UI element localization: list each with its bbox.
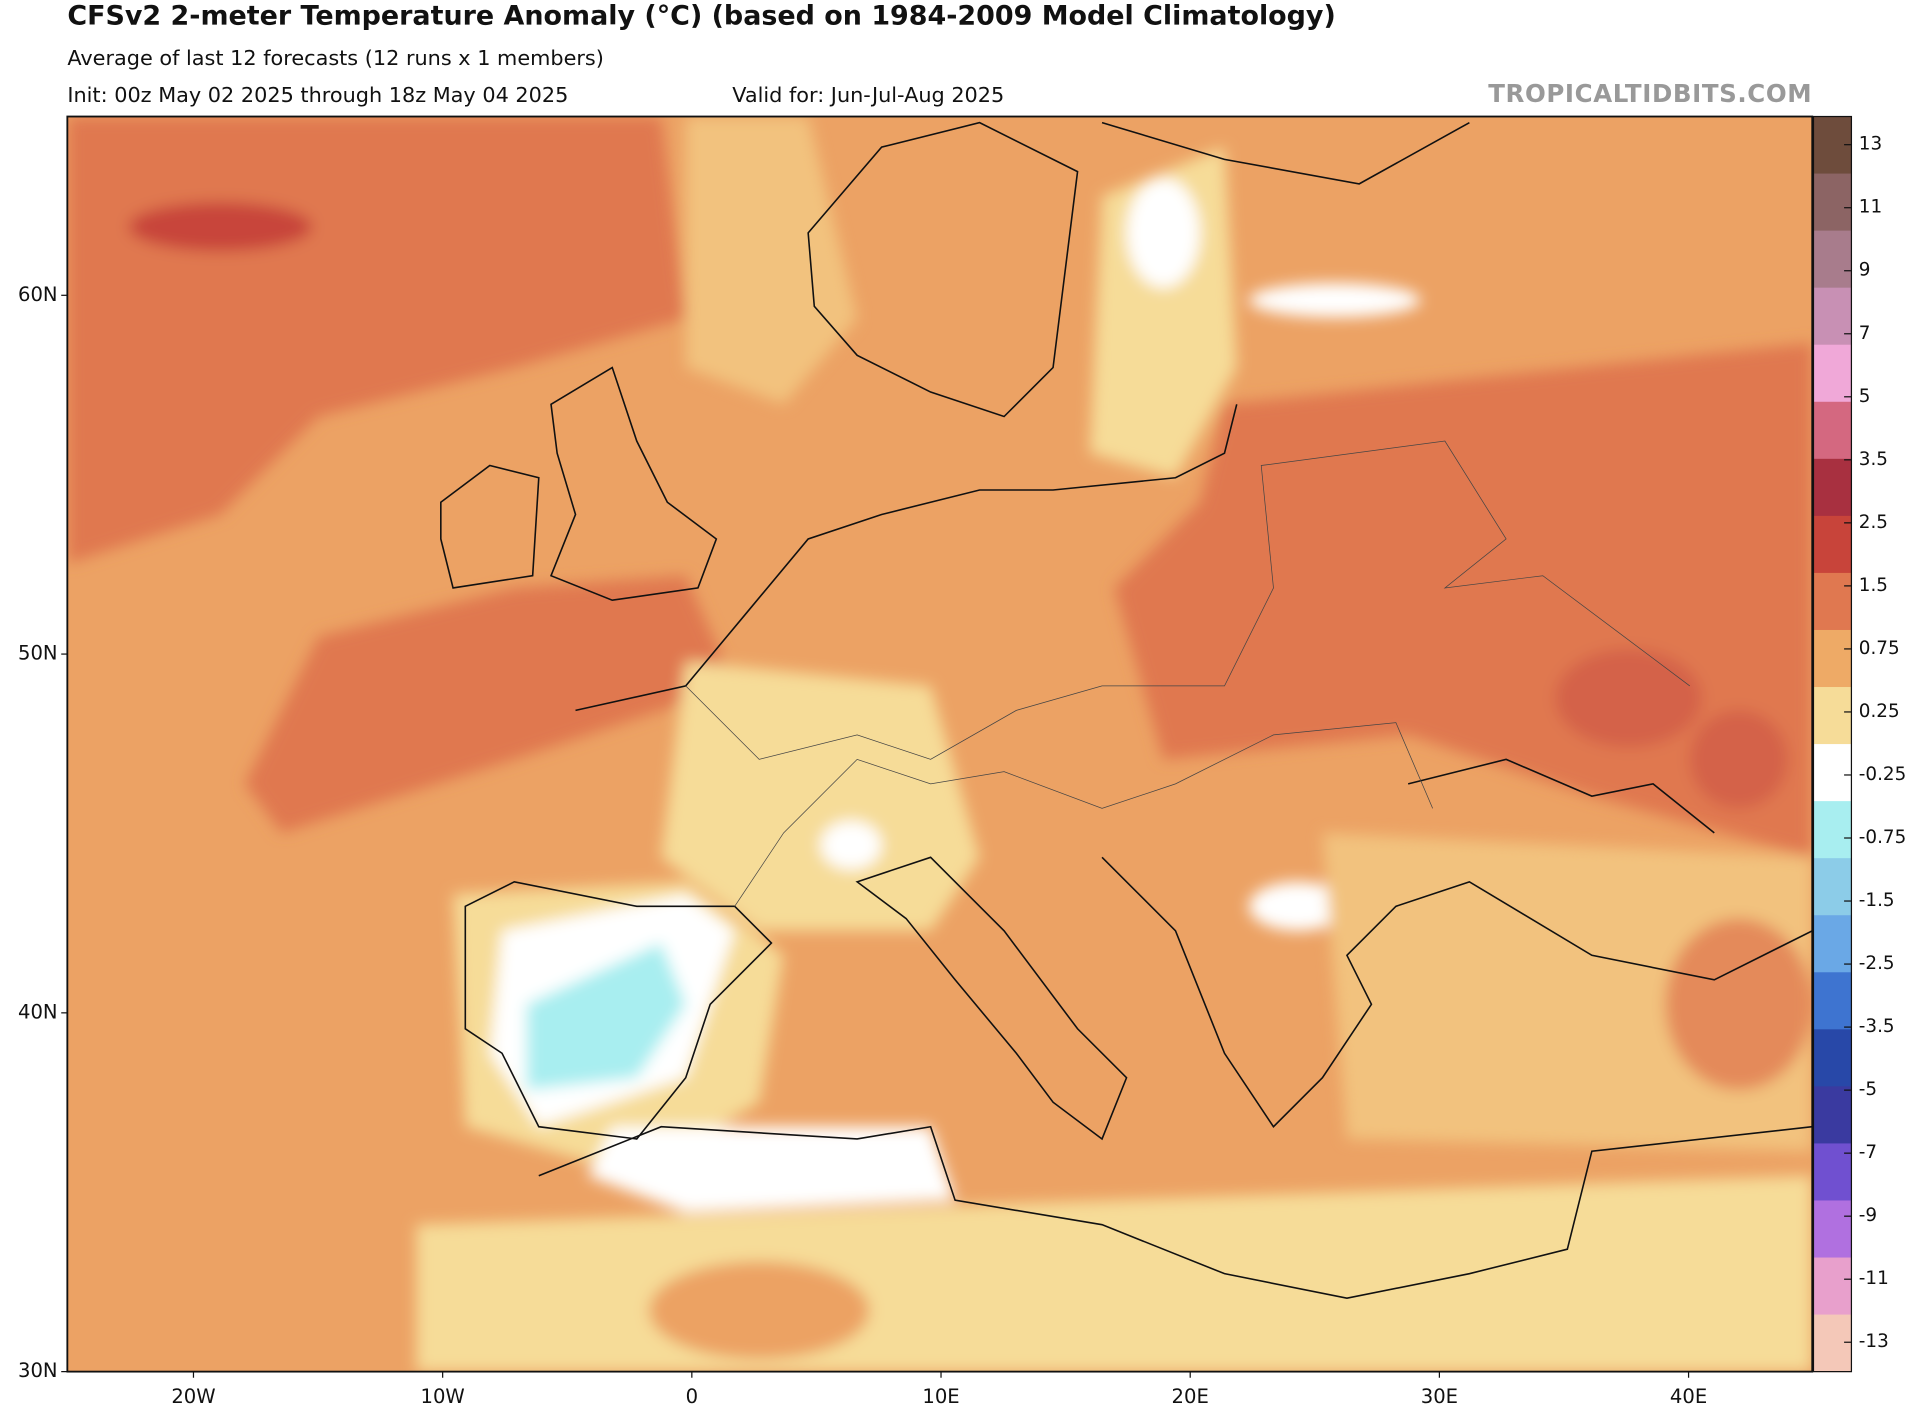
- colorbar-label: -0.25: [1859, 764, 1907, 785]
- colorbar-box: [1813, 344, 1852, 403]
- colorbar-label: 3.5: [1859, 449, 1888, 470]
- borders: [685, 440, 1691, 760]
- axes: 60N 50N 40N 30N 20W 10W 0 10E 20E 30E 40E: [18, 283, 1707, 1408]
- colorbar-box: [1813, 744, 1852, 802]
- colorbar-label: -3.5: [1859, 1016, 1895, 1037]
- colorbar-label: -1.5: [1859, 890, 1895, 911]
- colorbar-box: [1813, 687, 1852, 745]
- colorbar-label: -11: [1859, 1268, 1889, 1289]
- colorbar-label: 2.5: [1859, 512, 1888, 533]
- black-sea-north: [1407, 758, 1715, 834]
- title: CFSv2 2-meter Temperature Anomaly (°C) (…: [67, 1, 1335, 32]
- colorbar-box: [1813, 287, 1852, 346]
- colorbar-label: 0.25: [1859, 701, 1900, 722]
- colorbar-box: [1813, 915, 1852, 973]
- colorbar-box: [1813, 972, 1852, 1030]
- lat-label: 30N: [18, 1359, 58, 1382]
- watermark: TROPICALTIDBITS.COM: [1488, 79, 1812, 108]
- lon-label: 30E: [1421, 1385, 1458, 1408]
- lon-label: 10E: [922, 1385, 959, 1408]
- colorbar-box: [1813, 572, 1852, 631]
- colorbar-label: 13: [1859, 134, 1882, 155]
- colorbar-box: [1813, 458, 1852, 517]
- colorbar-box: [1813, 858, 1852, 916]
- colorbar-label: 9: [1859, 260, 1871, 281]
- colorbar-box: [1813, 173, 1852, 232]
- colorbar-box: [1813, 230, 1852, 289]
- lat-label: 60N: [18, 283, 58, 306]
- north-coast: [575, 404, 1238, 712]
- colorbar-label: 0.75: [1859, 638, 1900, 659]
- colorbar-box: [1813, 1029, 1852, 1087]
- colorbar-label: 11: [1859, 197, 1882, 218]
- colorbar-label: 7: [1859, 323, 1871, 344]
- anomaly-field: [67, 116, 1813, 1372]
- scandinavia: [807, 121, 1079, 418]
- lon-label: 40E: [1670, 1385, 1707, 1408]
- lon-label: 10W: [421, 1385, 465, 1408]
- lat-label: 40N: [18, 1000, 58, 1023]
- map-area: [67, 116, 1813, 1372]
- colorbar-label: -0.75: [1859, 827, 1907, 848]
- colorbar-label: 1.5: [1859, 575, 1888, 596]
- lon-label: 20E: [1172, 1385, 1209, 1408]
- colorbar-label: 5: [1859, 386, 1871, 407]
- colorbar-label: -13: [1859, 1331, 1889, 1352]
- great-britain: [549, 366, 718, 602]
- balkans-turkey: [1101, 856, 1813, 1128]
- colorbar-label: -5: [1859, 1079, 1877, 1100]
- valid-text: Valid for: Jun-Jul-Aug 2025: [732, 83, 1004, 107]
- map-frame: [66, 115, 1814, 1373]
- colorbar-box: [1813, 1257, 1852, 1316]
- init-text: Init: 00z May 02 2025 through 18z May 04…: [67, 83, 568, 107]
- colorbar: 13 11 9 7 5 3.5 2.5 1.5 0.75 0.25 -0.25 -0.75 -1.5 -2…: [1812, 115, 1907, 1373]
- colorbar-box: [1813, 1143, 1852, 1202]
- lon-label: 20W: [171, 1385, 215, 1408]
- colorbar-box: [1813, 116, 1852, 175]
- colorbar-box: [1813, 1086, 1852, 1145]
- colorbar-box: [1813, 1314, 1852, 1373]
- colorbar-label: -2.5: [1859, 953, 1895, 974]
- colorbar-label: -7: [1859, 1142, 1877, 1163]
- ireland: [440, 464, 540, 589]
- colorbar-box: [1813, 401, 1852, 460]
- italy: [855, 856, 1128, 1141]
- lon-label: 0: [686, 1385, 698, 1408]
- borders: [734, 722, 1433, 907]
- iberia: [464, 880, 773, 1140]
- colorbar-box: [1813, 801, 1852, 859]
- colorbar-frame: [1812, 115, 1853, 1373]
- subtitle: Average of last 12 forecasts (12 runs x …: [67, 46, 604, 70]
- colorbar-box: [1813, 515, 1852, 574]
- colorbar-label: -9: [1859, 1205, 1877, 1226]
- finland-coast: [1101, 121, 1470, 185]
- coastlines: [440, 121, 1813, 1299]
- africa-mideast-coast: [538, 1125, 1813, 1299]
- lat-label: 50N: [18, 642, 58, 665]
- colorbar-box: [1813, 629, 1852, 688]
- colorbar-box: [1813, 1200, 1852, 1259]
